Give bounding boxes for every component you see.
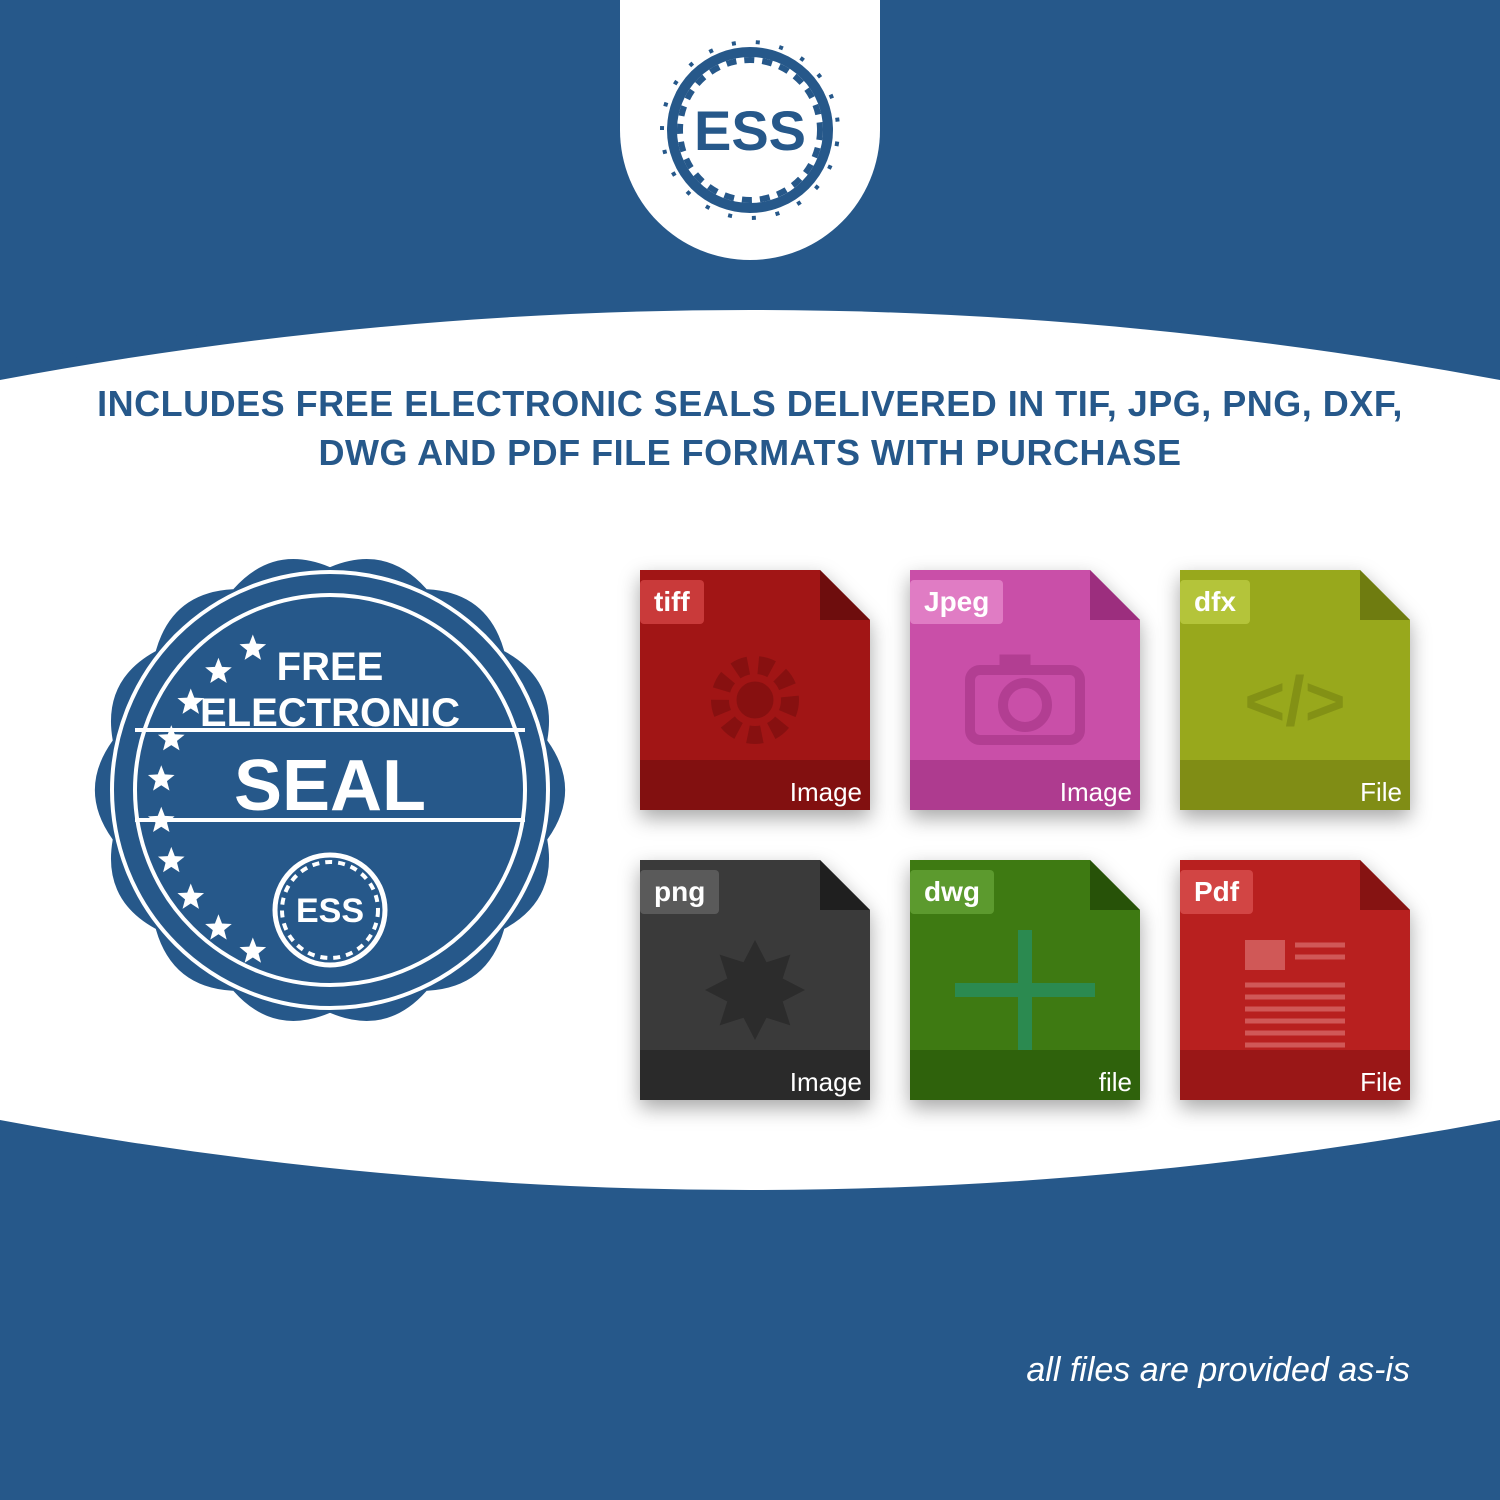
- file-type-label: File: [1360, 1067, 1402, 1098]
- seal-inner-text: ESS: [296, 892, 364, 930]
- file-format-label: png: [640, 870, 719, 914]
- file-type-label: Image: [790, 1067, 862, 1098]
- svg-text:</>: </>: [1244, 662, 1345, 740]
- free-electronic-seal-badge: ESS FREE ELECTRONIC SEAL: [60, 520, 600, 1060]
- infographic-canvas: ESS INCLUDES FREE ELECTRONIC SEALS DELIV…: [0, 0, 1500, 1500]
- file-format-label: dwg: [910, 870, 994, 914]
- file-type-label: file: [1099, 1067, 1132, 1098]
- doclines-icon: [1225, 930, 1365, 1050]
- file-format-label: Pdf: [1180, 870, 1253, 914]
- file-icon-png: png Image: [630, 850, 880, 1110]
- code-icon: </>: [1225, 640, 1365, 760]
- gear-icon: [685, 640, 825, 760]
- file-type-label: Image: [790, 777, 862, 808]
- seal-line2: ELECTRONIC: [200, 691, 460, 735]
- disclaimer-text: all files are provided as-is: [1026, 1351, 1410, 1390]
- headline-text: INCLUDES FREE ELECTRONIC SEALS DELIVERED…: [80, 380, 1420, 477]
- file-icon-tiff: tiff Image: [630, 560, 880, 820]
- logo-text: ESS: [694, 99, 806, 162]
- camera-icon: [955, 640, 1095, 760]
- file-type-label: Image: [1060, 777, 1132, 808]
- seal-line1: FREE: [277, 645, 384, 689]
- file-format-grid: tiff Image Jpeg Image </> dfx File png Image dwg f…: [630, 560, 1450, 1110]
- file-format-label: tiff: [640, 580, 704, 624]
- logo-shield: ESS: [620, 0, 880, 260]
- file-format-label: Jpeg: [910, 580, 1003, 624]
- file-type-label: File: [1360, 777, 1402, 808]
- file-icon-dwg: dwg file: [900, 850, 1150, 1110]
- file-icon-jpeg: Jpeg Image: [900, 560, 1150, 820]
- file-icon-dfx: </> dfx File: [1170, 560, 1420, 820]
- starburst-icon: [685, 930, 825, 1050]
- ess-gear-logo: ESS: [650, 30, 850, 230]
- file-format-label: dfx: [1180, 580, 1250, 624]
- crosshair-icon: [955, 930, 1095, 1050]
- seal-line3: SEAL: [234, 746, 426, 826]
- file-icon-pdf: Pdf File: [1170, 850, 1420, 1110]
